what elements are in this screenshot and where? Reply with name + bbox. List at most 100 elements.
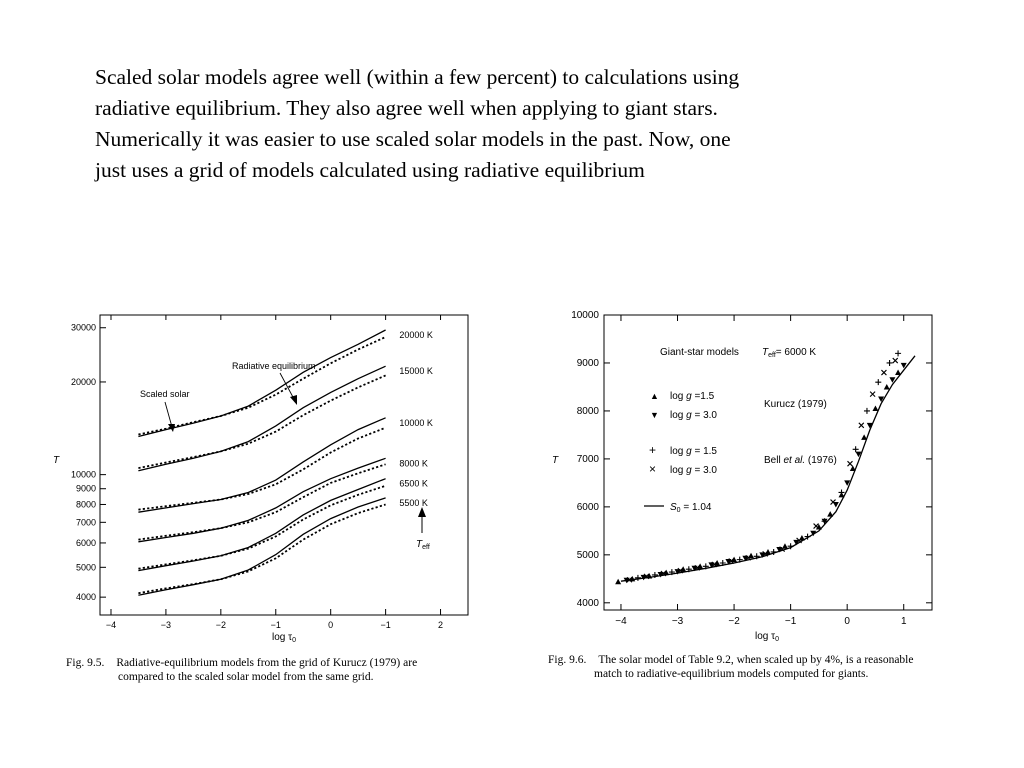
data-point-triangle-down <box>889 377 896 383</box>
teff-series-label: 5500 K <box>399 498 428 508</box>
annotation-scaled-solar: Scaled solar <box>140 389 190 399</box>
data-point-triangle-down <box>810 530 817 537</box>
data-point-plus <box>753 553 760 560</box>
plot-frame <box>99 314 469 616</box>
y-tick-label: 9000 <box>76 484 96 494</box>
data-point-cross <box>779 546 786 552</box>
data-point-cross <box>762 550 769 557</box>
y-axis: 4000 5000 6000 7000 8000 9000 10000 <box>571 310 932 609</box>
data-point-triangle-up <box>861 434 868 440</box>
arrow-up-icon <box>418 507 426 517</box>
data-point-plus <box>804 533 811 540</box>
y-tick-label: 8000 <box>76 499 96 509</box>
data-point-cross <box>869 391 876 398</box>
teff-axis-label: Teff <box>416 539 430 551</box>
y-tick-label: 30000 <box>71 323 96 333</box>
data-point-plus <box>886 359 893 366</box>
scaled-solar-model-curve <box>620 355 916 582</box>
scaled-solar-curve <box>138 497 386 596</box>
data-point-plus <box>736 556 743 563</box>
data-point-cross <box>745 554 752 561</box>
annotation-arrow <box>164 401 173 428</box>
model-curves <box>138 329 386 596</box>
y-tick-label: 4000 <box>577 598 600 609</box>
y-axis: 30000 20000 10000 9000 8000 7000 6000 5000 4000 <box>71 323 106 602</box>
x-tick-label: −3 <box>672 616 684 627</box>
x-tick-label: 0 <box>844 616 850 627</box>
data-point-triangle-up <box>872 405 879 412</box>
y-tick-label: 4000 <box>76 592 96 602</box>
caption-line: compared to the scaled solar model from … <box>118 671 374 683</box>
x-axis-label: log τ0 <box>272 632 296 644</box>
data-point-triangle-down <box>844 480 851 486</box>
data-point-triangle-down <box>640 574 647 581</box>
data-point-plus <box>863 407 870 414</box>
data-point-cross <box>813 523 819 529</box>
data-point-triangle-up <box>680 566 687 572</box>
data-point-cross <box>881 369 887 376</box>
intro-paragraph: Scaled solar models agree well (within a… <box>95 62 895 186</box>
scaled-solar-curve <box>138 417 386 513</box>
data-point-plus <box>787 543 794 550</box>
caption-line: The solar model of Table 9.2, when scale… <box>598 654 914 666</box>
data-point-cross <box>660 570 667 577</box>
legend-source-kurucz: Kurucz (1979) <box>764 399 827 410</box>
data-point-triangle-up <box>731 556 738 563</box>
x-tick-label: −1 <box>271 620 281 630</box>
radiative-equilibrium-curve <box>138 426 386 511</box>
x-axis-label: log τ0 <box>755 631 779 643</box>
radiative-equilibrium-curve <box>138 484 386 570</box>
data-point-triangle-down <box>759 552 766 558</box>
x-tick-label: 2 <box>438 620 443 630</box>
legend-marker: × <box>649 462 656 476</box>
data-point-cross <box>830 499 836 505</box>
x-tick-label: −4 <box>615 616 627 627</box>
y-tick-label: 6000 <box>577 502 600 513</box>
figure-9-5-caption: Fig. 9.5. Radiative-equilibrium models fr… <box>66 656 486 684</box>
scaled-solar-curve <box>138 457 386 543</box>
scaled-solar-curve <box>138 478 386 572</box>
data-point-plus <box>719 559 726 566</box>
teff-labels: 20000 K 15000 K 10000 K 8000 K 6500 K 5500 K <box>399 330 433 508</box>
data-point-triangle-up <box>663 569 670 576</box>
y-tick-label: 5000 <box>577 550 600 561</box>
radiative-equilibrium-curve <box>138 374 386 469</box>
data-point-cross <box>858 422 865 429</box>
y-tick-label: 20000 <box>71 377 96 387</box>
intro-line: Scaled solar models agree well (within a… <box>95 65 740 89</box>
data-point-plus <box>821 518 828 525</box>
scaled-solar-curve <box>138 365 386 472</box>
y-tick-label: 8000 <box>577 406 600 417</box>
x-tick-label: −4 <box>106 620 116 630</box>
y-tick-label: 10000 <box>71 470 96 480</box>
data-point-triangle-up <box>827 511 834 517</box>
caption-line: match to radiative-equilibrium models co… <box>594 668 869 680</box>
data-point-triangle-down <box>900 362 907 369</box>
data-point-triangle-down <box>674 569 681 575</box>
y-axis-label: T <box>53 455 60 466</box>
data-point-triangle-up <box>895 369 902 376</box>
x-tick-label: −2 <box>728 616 740 627</box>
data-point-plus <box>651 571 658 578</box>
data-point-cross <box>892 357 899 364</box>
x-tick-label: −1 <box>380 620 390 630</box>
y-tick-label: 7000 <box>577 454 600 465</box>
intro-line: radiative equilibrium. They also agree w… <box>95 96 718 120</box>
data-point-cross <box>711 561 718 568</box>
data-point-plus <box>770 548 777 555</box>
legend-label: log g =1.5 <box>670 391 715 402</box>
x-axis: −4 −3 −2 −1 0 −1 2 <box>106 315 443 630</box>
y-tick-label: 10000 <box>571 310 599 321</box>
radiative-equilibrium-curve <box>138 336 386 436</box>
data-point-triangle-up <box>629 575 636 582</box>
data-point-triangle-up <box>615 578 622 585</box>
x-tick-label: 1 <box>901 616 907 627</box>
data-point-plus <box>838 489 845 496</box>
data-point-cross <box>626 576 633 583</box>
teff-series-label: 10000 K <box>399 418 433 428</box>
x-tick-label: −1 <box>785 616 797 627</box>
arrowhead-icon <box>168 424 175 432</box>
annotation-arrow <box>279 372 295 400</box>
caption-line: Radiative-equilibrium models from the gr… <box>116 657 418 669</box>
x-tick-label: 0 <box>328 620 333 630</box>
